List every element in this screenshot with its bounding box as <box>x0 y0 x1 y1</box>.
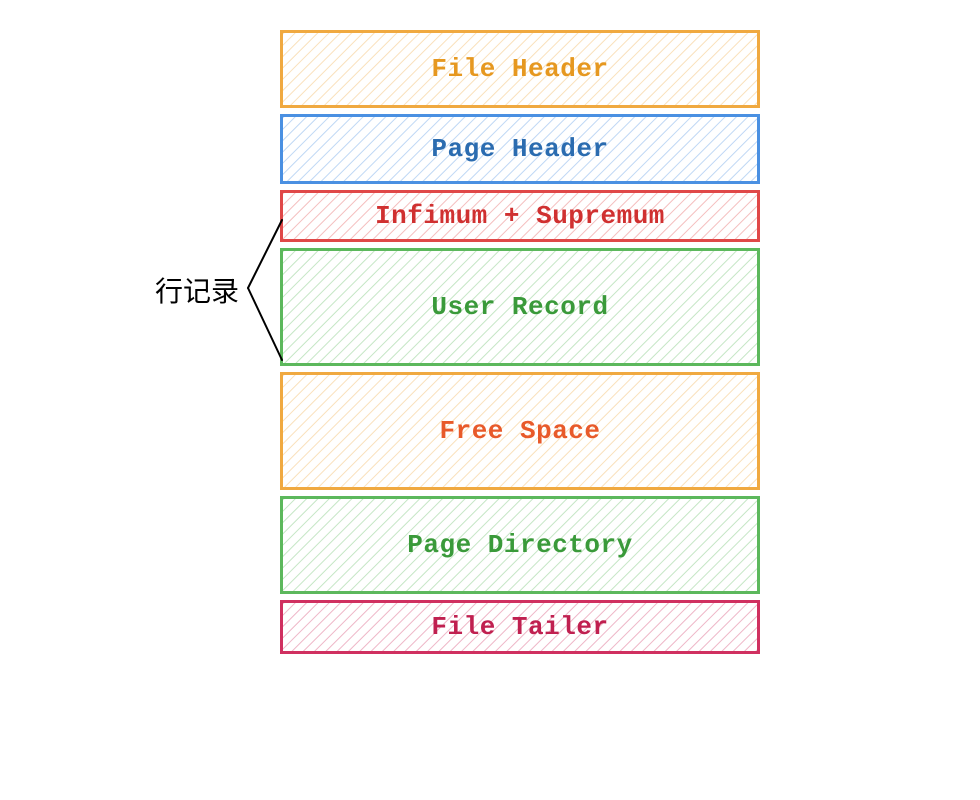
annotation-connector <box>0 0 980 800</box>
